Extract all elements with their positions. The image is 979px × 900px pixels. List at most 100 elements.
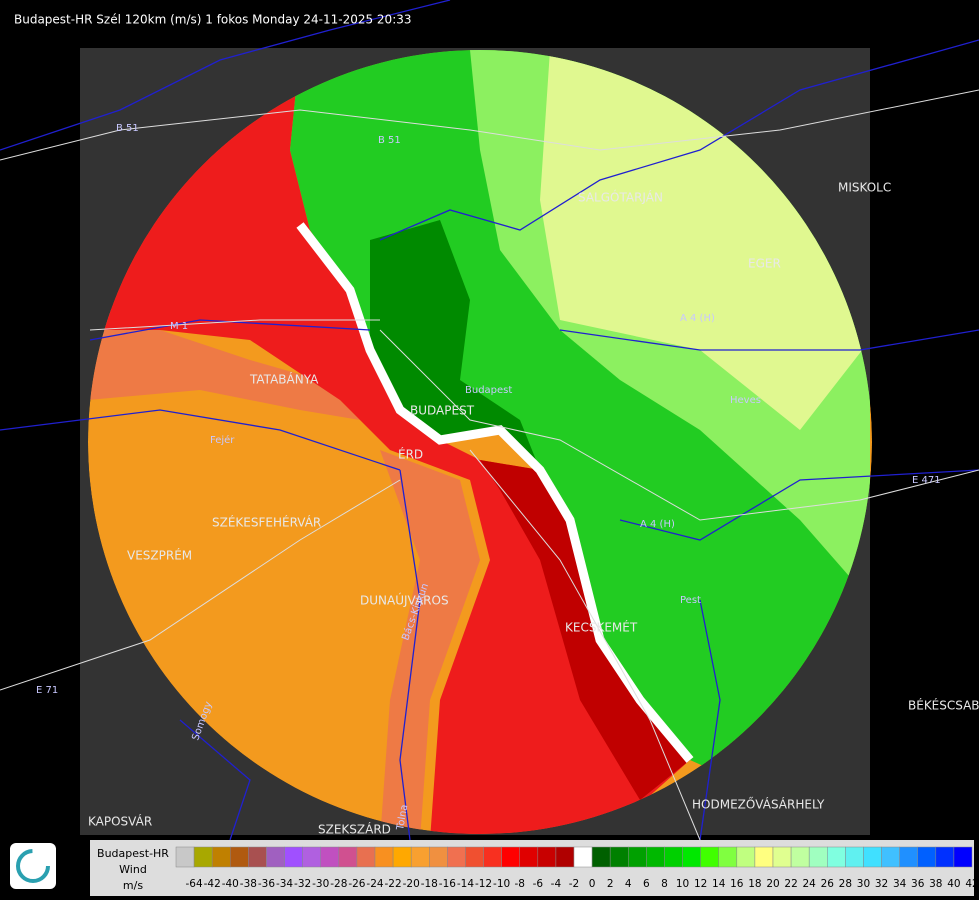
legend-swatch bbox=[302, 846, 321, 868]
legend-tick-label: 0 bbox=[589, 878, 596, 890]
legend-swatch bbox=[374, 846, 394, 868]
legend-tick-label: 18 bbox=[748, 878, 761, 890]
legend-swatch bbox=[320, 846, 340, 868]
legend-swatch bbox=[682, 846, 701, 868]
road-label: A 4 (H) bbox=[680, 313, 715, 324]
legend-swatch bbox=[609, 846, 629, 868]
legend-swatch bbox=[899, 846, 918, 868]
legend-tick-label: 24 bbox=[802, 878, 816, 890]
road-label: Pest bbox=[680, 595, 701, 606]
legend-swatch bbox=[284, 846, 303, 868]
legend-swatch bbox=[266, 846, 285, 868]
legend-quantity: Wind bbox=[119, 863, 147, 876]
legend-tick-label: 40 bbox=[947, 878, 960, 890]
borders bbox=[0, 0, 979, 841]
logo-swirl bbox=[16, 849, 50, 883]
legend-swatch bbox=[772, 846, 792, 868]
legend-tick-label: 26 bbox=[821, 878, 835, 890]
legend-swatch bbox=[573, 846, 593, 868]
legend-station: Budapest-HR bbox=[97, 847, 169, 860]
road-label: M 1 bbox=[170, 321, 188, 332]
city-label: EGER bbox=[748, 257, 781, 271]
legend-swatch bbox=[718, 846, 738, 868]
legend-tick-label: -8 bbox=[514, 878, 524, 890]
legend-swatch bbox=[646, 846, 665, 868]
legend-tick-label: -40 bbox=[222, 878, 239, 890]
legend-swatch bbox=[664, 846, 683, 868]
legend-swatch bbox=[827, 846, 846, 868]
legend-tick-label: -2 bbox=[569, 878, 579, 890]
city-label: SZÉKESFEHÉRVÁR bbox=[212, 515, 321, 530]
echo-dark-red bbox=[480, 460, 690, 800]
legend-tick-label: 22 bbox=[784, 878, 797, 890]
legend-tick-label: -64 bbox=[186, 878, 203, 890]
colorbar: -64 -42 -40 -38 -36 -34 -32 -30 -28 -26 -24 -22 -20-… bbox=[175, 846, 979, 890]
echo-orange-dark bbox=[380, 450, 480, 834]
legend-tick-label: -10 bbox=[493, 878, 510, 890]
legend-swatch bbox=[700, 846, 719, 868]
legend-swatch bbox=[953, 846, 973, 868]
road-label: E 471 bbox=[912, 475, 941, 486]
legend-swatch bbox=[881, 846, 900, 868]
header-title: Budapest-HR Szél 120km (m/s) 1 fokos Mon… bbox=[14, 13, 412, 27]
legend-swatch bbox=[754, 846, 774, 868]
legend-swatch bbox=[392, 846, 412, 868]
legend-tick-label: -32 bbox=[294, 878, 311, 890]
road-label: Tolna bbox=[395, 804, 410, 832]
city-label: BÉKÉSCSABA bbox=[908, 698, 979, 713]
legend-swatch bbox=[917, 846, 937, 868]
legend-tick-label: -4 bbox=[551, 878, 562, 890]
legend-tick-label: -6 bbox=[533, 878, 544, 890]
city-label: HODMEZŐVÁSÁRHELY bbox=[692, 797, 825, 812]
legend-tick-label: -18 bbox=[421, 878, 438, 890]
legend-tick-label: -26 bbox=[348, 878, 365, 890]
legend-tick-label: 2 bbox=[607, 878, 614, 890]
legend-tick-label: 4 bbox=[625, 878, 632, 890]
legend-swatch bbox=[429, 846, 448, 868]
legend-swatch bbox=[808, 846, 828, 868]
city-label: KAPOSVÁR bbox=[88, 814, 152, 829]
legend-swatch bbox=[447, 846, 466, 868]
legend-swatch bbox=[591, 846, 611, 868]
legend-tick-label: 38 bbox=[929, 878, 942, 890]
legend-tick-label: -24 bbox=[366, 878, 383, 890]
legend-tick-label: -30 bbox=[312, 878, 329, 890]
echo-red bbox=[88, 50, 690, 834]
legend-tick-label: 28 bbox=[839, 878, 852, 890]
legend-swatch bbox=[410, 846, 430, 868]
city-label: SZEKSZÁRD bbox=[318, 822, 391, 837]
city-label: VESZPRÉM bbox=[127, 548, 192, 563]
logo bbox=[10, 843, 56, 889]
legend-tick-label: 16 bbox=[730, 878, 744, 890]
legend-swatch bbox=[790, 846, 810, 868]
legend-tick-label: 30 bbox=[857, 878, 870, 890]
legend-tick-label: -38 bbox=[240, 878, 257, 890]
legend-swatch bbox=[193, 846, 213, 868]
legend-tick-label: 20 bbox=[766, 878, 779, 890]
legend-tick-label: 32 bbox=[875, 878, 888, 890]
legend-swatch bbox=[555, 846, 575, 868]
legend-tick-label: -28 bbox=[330, 878, 347, 890]
legend-unit: m/s bbox=[123, 879, 143, 892]
road-label: B 51 bbox=[116, 123, 139, 134]
road-label: E 71 bbox=[36, 685, 58, 696]
legend-tick-label: 6 bbox=[643, 878, 650, 890]
city-labels: SALGÓTARJÁN EGER MISKOLC BUDAPEST ÉRD TA… bbox=[88, 181, 979, 837]
city-label: SALGÓTARJÁN bbox=[578, 190, 663, 205]
legend-tick-label: 42 bbox=[965, 878, 978, 890]
legend-swatch bbox=[537, 846, 557, 868]
legend-tick-label: -12 bbox=[475, 878, 492, 890]
legend-tick-label: 12 bbox=[694, 878, 707, 890]
legend-tick-label: -14 bbox=[457, 878, 474, 890]
legend-swatch bbox=[175, 846, 195, 868]
city-label: TATABÁNYA bbox=[249, 372, 319, 387]
legend-tick-label: 34 bbox=[893, 878, 907, 890]
roads bbox=[0, 89, 979, 841]
radar-echo bbox=[88, 50, 872, 834]
legend-tick-label: 14 bbox=[712, 878, 726, 890]
legend-swatch bbox=[628, 846, 647, 868]
legend-tick-label: -36 bbox=[258, 878, 275, 890]
city-label: MISKOLC bbox=[838, 181, 891, 195]
legend-tick-label: -16 bbox=[439, 878, 456, 890]
